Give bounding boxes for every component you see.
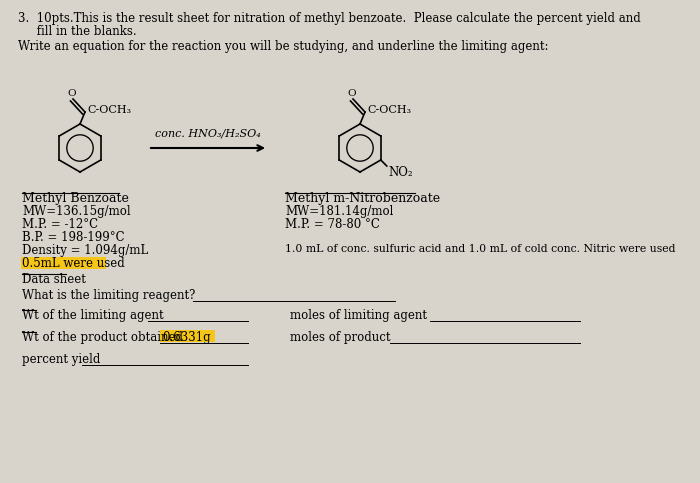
Text: M.P. = 78-80 °C: M.P. = 78-80 °C xyxy=(285,218,380,231)
Text: moles of product: moles of product xyxy=(290,331,391,344)
Text: MW=136.15g/mol: MW=136.15g/mol xyxy=(22,205,131,218)
FancyBboxPatch shape xyxy=(21,257,106,269)
Text: percent yield: percent yield xyxy=(22,353,100,366)
Text: O: O xyxy=(68,89,76,99)
Text: 3.  10pts.This is the result sheet for nitration of methyl benzoate.  Please cal: 3. 10pts.This is the result sheet for ni… xyxy=(18,12,640,25)
Text: Write an equation for the reaction you will be studying, and underline the limit: Write an equation for the reaction you w… xyxy=(18,40,549,53)
Text: 1.0 mL of conc. sulfuric acid and 1.0 mL of cold conc. Nitric were used: 1.0 mL of conc. sulfuric acid and 1.0 mL… xyxy=(285,244,676,254)
Text: conc. HNO₃/H₂SO₄: conc. HNO₃/H₂SO₄ xyxy=(155,128,261,138)
Text: C-OCH₃: C-OCH₃ xyxy=(87,105,131,115)
Text: M.P. = -12°C: M.P. = -12°C xyxy=(22,218,98,231)
Text: fill in the blanks.: fill in the blanks. xyxy=(18,25,136,38)
Text: O: O xyxy=(348,89,356,99)
Text: Data sheet: Data sheet xyxy=(22,273,86,286)
Text: Methyl Benzoate: Methyl Benzoate xyxy=(22,192,129,205)
Text: NO₂: NO₂ xyxy=(389,166,414,179)
FancyBboxPatch shape xyxy=(160,330,215,342)
Text: B.P. = 198-199°C: B.P. = 198-199°C xyxy=(22,231,125,244)
Text: Density = 1.094g/mL: Density = 1.094g/mL xyxy=(22,244,148,257)
Text: Methyl m-Nitrobenzoate: Methyl m-Nitrobenzoate xyxy=(285,192,440,205)
Text: 0.5mL were used: 0.5mL were used xyxy=(22,257,125,270)
Text: What is the limiting reagent?: What is the limiting reagent? xyxy=(22,289,195,302)
Text: MW=181.14g/mol: MW=181.14g/mol xyxy=(285,205,393,218)
Text: moles of limiting agent: moles of limiting agent xyxy=(290,309,427,322)
Text: 0.6331g: 0.6331g xyxy=(162,331,211,344)
Text: Wt of the product obtained: Wt of the product obtained xyxy=(22,331,183,344)
Text: C-OCH₃: C-OCH₃ xyxy=(367,105,411,115)
Text: Wt of the limiting agent: Wt of the limiting agent xyxy=(22,309,164,322)
